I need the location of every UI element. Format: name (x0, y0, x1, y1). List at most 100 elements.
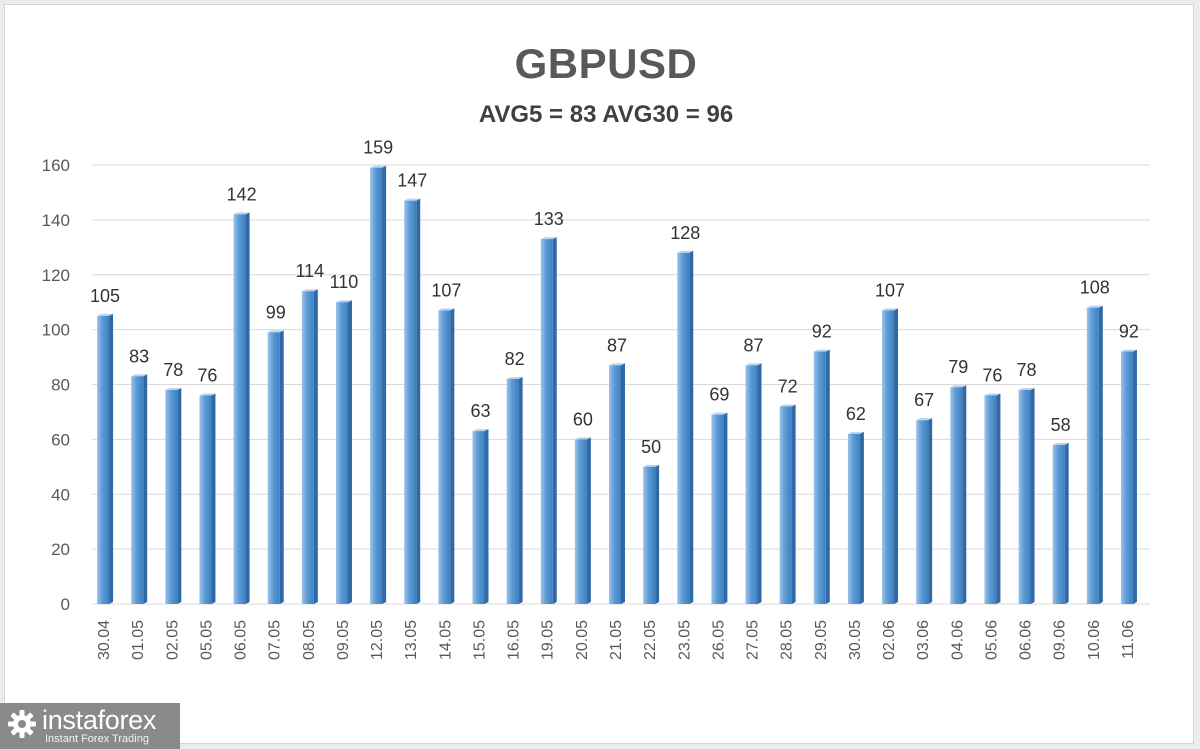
bar-top (882, 308, 899, 311)
bar-front (916, 420, 929, 604)
x-tick-label: 08.05 (301, 620, 318, 660)
bar-side (416, 198, 421, 604)
data-label: 78 (163, 360, 183, 380)
bar-top (540, 237, 557, 240)
bar (97, 313, 114, 604)
x-tick-label: 27.05 (745, 620, 762, 660)
bar-top (1086, 305, 1103, 308)
bar-side (859, 431, 864, 604)
bar-front (233, 214, 246, 604)
bar-side (689, 250, 694, 605)
y-tick-label: 60 (51, 430, 70, 449)
bar (1086, 305, 1103, 604)
bar-side (928, 418, 933, 604)
bar-side (211, 393, 216, 604)
x-tick-label: 23.05 (676, 620, 693, 660)
x-tick-label: 19.05 (540, 620, 557, 660)
bar-front (472, 431, 485, 604)
bar (404, 198, 421, 604)
bar-top (1052, 442, 1069, 445)
logo-name: instaforex (42, 705, 157, 735)
bar-front (574, 439, 587, 604)
bar-side (279, 330, 284, 604)
data-label: 105 (90, 286, 120, 306)
x-tick-label: 11.06 (1120, 620, 1137, 659)
data-label: 76 (197, 365, 217, 385)
data-label: 133 (534, 209, 564, 229)
bar-side (723, 412, 728, 604)
x-tick-label: 29.05 (813, 620, 830, 660)
bar-front (131, 376, 144, 604)
bar-top (165, 387, 182, 390)
bar (233, 212, 250, 604)
bar-front (643, 466, 656, 604)
bar-top (847, 431, 864, 434)
bar (335, 300, 352, 604)
bar (711, 412, 728, 604)
bar-side (655, 464, 660, 604)
bar-front (882, 310, 895, 604)
bar (950, 385, 967, 604)
data-label: 78 (1017, 360, 1037, 380)
bar (131, 374, 148, 604)
bar-top (267, 330, 284, 333)
bar-front (779, 406, 792, 604)
x-tick-label: 02.05 (164, 620, 181, 660)
x-tick-label: 21.05 (608, 620, 625, 660)
x-tick-label: 10.06 (1086, 620, 1103, 660)
bar-top (984, 393, 1001, 396)
bar-side (382, 165, 387, 604)
x-tick-label: 05.05 (198, 620, 215, 660)
bar-top (438, 308, 455, 311)
bar-top (1018, 387, 1035, 390)
bar-side (586, 437, 591, 604)
bar-side (1132, 349, 1137, 604)
bar-top (711, 412, 728, 415)
instaforex-gear-icon (8, 710, 36, 738)
bar-top (335, 300, 352, 303)
bar-top (745, 363, 762, 366)
x-axis-ticks: 30.04 01.05 02.05 05.05 06.05 07.05 08.05 09.05… (96, 620, 1137, 660)
bar-top (1120, 349, 1137, 352)
bar-front (813, 351, 826, 604)
bar-side (996, 393, 1001, 604)
bar-front (335, 302, 348, 604)
bar-side (484, 429, 489, 604)
bar (643, 464, 660, 604)
x-tick-label: 07.05 (267, 620, 284, 660)
bar-front (267, 332, 280, 604)
bar-side (621, 363, 625, 604)
bar-side (894, 308, 899, 604)
bar-side (347, 300, 352, 604)
bar-side (962, 385, 967, 604)
bar-top (370, 165, 387, 168)
bar-side (1064, 442, 1069, 604)
data-label: 110 (330, 272, 359, 292)
bar-side (1098, 305, 1103, 604)
bar-front (1018, 389, 1031, 604)
bar (267, 330, 284, 604)
bar-top (131, 374, 148, 377)
bar-side (825, 349, 830, 604)
bar-top (779, 404, 796, 407)
bar (574, 437, 591, 604)
bar-front (1086, 307, 1099, 604)
data-label: 76 (982, 365, 1002, 385)
x-tick-label: 06.05 (233, 620, 250, 660)
bar (438, 308, 455, 604)
bar-side (313, 289, 318, 604)
bar (813, 349, 830, 604)
bar (472, 429, 489, 604)
data-label: 62 (846, 404, 866, 424)
bar-side (1030, 387, 1035, 604)
bar-front (97, 315, 110, 604)
bar-top (472, 429, 489, 432)
bar (847, 431, 864, 604)
bar (165, 387, 182, 604)
data-label: 107 (431, 280, 461, 300)
bar-front (711, 414, 724, 604)
bar-front (540, 239, 553, 605)
data-label: 63 (470, 401, 490, 421)
bar-top (950, 385, 967, 388)
bar-top (813, 349, 830, 352)
